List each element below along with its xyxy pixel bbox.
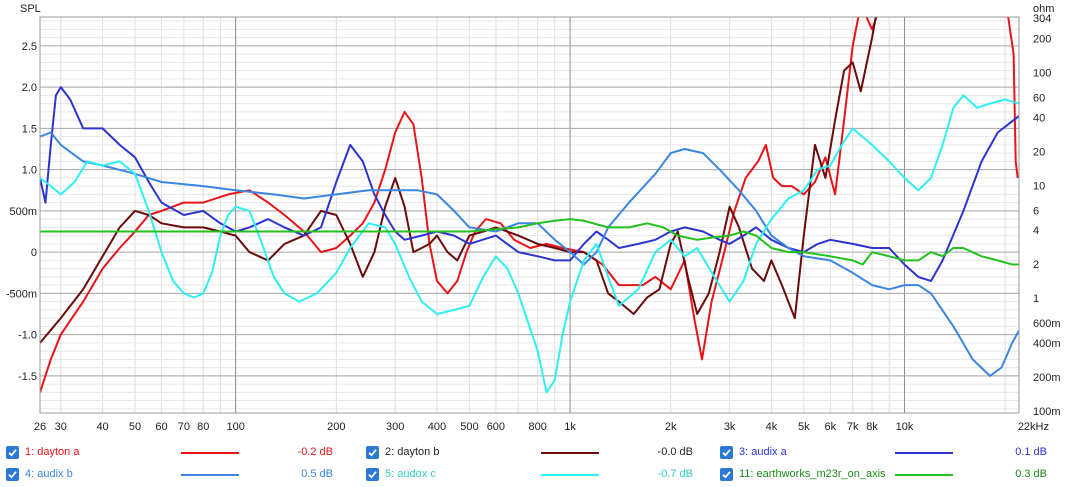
- x-tick-label: 50: [129, 421, 141, 433]
- x-tick-label: 800: [528, 421, 546, 433]
- legend-item[interactable]: 2: dayton b -0.0 dB: [366, 444, 696, 462]
- legend-series-name: 4: audix b: [25, 468, 73, 480]
- legend-swatch-line: [181, 452, 239, 454]
- legend-swatch-line: [541, 474, 599, 476]
- x-tick-label: 200: [327, 421, 345, 433]
- y2-tick-label: 400m: [1033, 338, 1061, 350]
- y-tick-label: -1.5: [18, 371, 37, 383]
- y2-tick-label: 200m: [1033, 372, 1061, 384]
- y-tick-label: 1.0: [22, 165, 37, 177]
- y2-tick-label: 6: [1033, 205, 1039, 217]
- y2-tick-label: 2: [1033, 259, 1039, 271]
- series-line-2: [40, 17, 877, 344]
- y-tick-label: -1.0: [18, 330, 37, 342]
- plot-lines: [40, 17, 1019, 394]
- y-tick-label: 1.5: [22, 123, 37, 135]
- legend-item[interactable]: 5: audox c -0.7 dB: [366, 466, 696, 484]
- y-tick-label: 2.5: [22, 41, 37, 53]
- x-tick-label: 40: [96, 421, 108, 433]
- legend-item[interactable]: 4: audix b 0.5 dB: [6, 466, 336, 484]
- legend-checkbox[interactable]: [6, 468, 19, 481]
- x-tick-label: 10k: [896, 421, 914, 433]
- x-tick-label: 600: [487, 421, 505, 433]
- y-tick-label: 0: [31, 247, 37, 259]
- legend-series-value: -0.0 dB: [657, 446, 693, 458]
- legend-item[interactable]: 3: audix a 0.1 dB: [720, 444, 1050, 462]
- y2-tick-label: 304: [1033, 13, 1051, 25]
- x-tick-label: 300: [386, 421, 404, 433]
- y2-tick-label: 10: [1033, 180, 1045, 192]
- x-tick-label: 70: [178, 421, 190, 433]
- legend-swatch-line: [895, 474, 953, 476]
- x-tick-label: 7k: [847, 421, 859, 433]
- legend-series-value: 0.1 dB: [1015, 446, 1047, 458]
- x-tick-label: 22kHz: [1018, 421, 1049, 433]
- x-tick-label: 400: [428, 421, 446, 433]
- legend-item[interactable]: 1: dayton a -0.2 dB: [6, 444, 336, 462]
- y2-tick-label: 4: [1033, 225, 1039, 237]
- x-tick-label: 80: [197, 421, 209, 433]
- legend-checkbox[interactable]: [366, 446, 379, 459]
- series-line-5: [40, 94, 1019, 394]
- legend: 1: dayton a -0.2 dB 2: dayton b -0.0 dB 3: a…: [0, 440, 1084, 487]
- y2-tick-label: 20: [1033, 146, 1045, 158]
- x-tick-label: 1k: [564, 421, 576, 433]
- legend-series-value: 0.3 dB: [1015, 468, 1047, 480]
- major-grid: [40, 17, 1019, 413]
- x-tick-label: 3k: [724, 421, 736, 433]
- series-line-4: [40, 131, 1019, 377]
- legend-item[interactable]: 11: earthworks_m23r_on_axis 0.3 dB: [720, 466, 1050, 484]
- y2-tick-label: 40: [1033, 112, 1045, 124]
- legend-swatch-line: [541, 452, 599, 454]
- x-tick-label: 5k: [798, 421, 810, 433]
- legend-series-name: 11: earthworks_m23r_on_axis: [739, 468, 886, 480]
- y-tick-label: -500m: [6, 288, 37, 300]
- x-tick-label: 100: [226, 421, 244, 433]
- plot-frame: [39, 16, 1020, 414]
- y2-tick-label: 100: [1033, 67, 1051, 79]
- legend-series-name: 2: dayton b: [385, 446, 440, 458]
- x-tick-labels: 26 30 40 50 60 70 80 100 200 300 400 500 600 800 1k 2k 3…: [34, 421, 1049, 433]
- y2-tick-label: 200: [1033, 34, 1051, 46]
- y-tick-label: 500m: [9, 206, 37, 218]
- x-tick-label: 30: [55, 421, 67, 433]
- legend-checkbox[interactable]: [720, 446, 733, 459]
- y2-tick-label: 600m: [1033, 318, 1061, 330]
- legend-checkbox[interactable]: [720, 468, 733, 481]
- y2-tick-label: 100m: [1033, 406, 1061, 418]
- legend-series-value: 0.5 dB: [301, 468, 333, 480]
- legend-series-name: 1: dayton a: [25, 446, 80, 458]
- x-tick-label: 2k: [665, 421, 677, 433]
- legend-series-value: -0.2 dB: [297, 446, 333, 458]
- legend-swatch-line: [181, 474, 239, 476]
- x-tick-label: 500: [460, 421, 478, 433]
- x-tick-label: 6k: [824, 421, 836, 433]
- y2-axis-label: ohm: [1033, 3, 1054, 15]
- legend-series-name: 5: audox c: [385, 468, 436, 480]
- y-axis-label: SPL: [20, 3, 41, 15]
- x-tick-label: 8k: [866, 421, 878, 433]
- y2-tick-label: 1: [1033, 293, 1039, 305]
- x-tick-label: 26: [34, 421, 46, 433]
- y-tick-labels: 2.5 2.0 1.5 1.0 500m 0 -500m -1.0 -1.5: [6, 41, 37, 383]
- y-tick-label: 2.0: [22, 82, 37, 94]
- x-tick-label: 60: [155, 421, 167, 433]
- y2-tick-labels: 304 200 100 60 40 20 10 6 4 2 1 600m 400m 200m 100m: [1033, 13, 1061, 418]
- y2-tick-label: 60: [1033, 93, 1045, 105]
- legend-checkbox[interactable]: [366, 468, 379, 481]
- legend-series-value: -0.7 dB: [657, 468, 693, 480]
- series-line-6: [40, 218, 1019, 266]
- legend-series-name: 3: audix a: [739, 446, 787, 458]
- legend-checkbox[interactable]: [6, 446, 19, 459]
- legend-swatch-line: [895, 452, 953, 454]
- series-line-3: [40, 86, 1019, 282]
- x-tick-label: 4k: [766, 421, 778, 433]
